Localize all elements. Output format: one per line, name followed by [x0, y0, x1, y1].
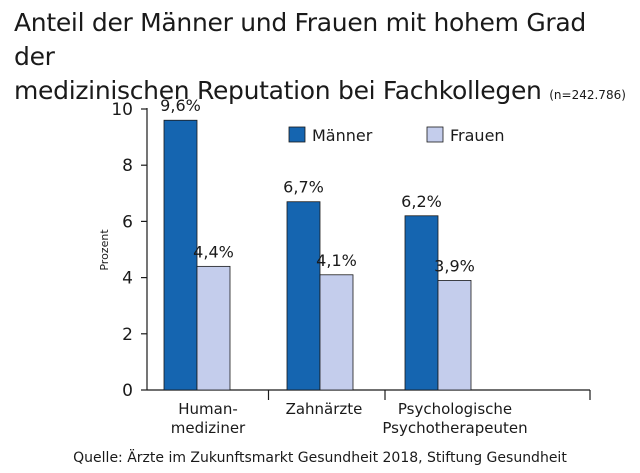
legend-label-frauen: Frauen [450, 126, 505, 145]
legend-swatch-maenner [288, 126, 306, 143]
bar-maenner [163, 119, 198, 391]
bar-frauen [437, 280, 472, 391]
data-label: 4,1% [316, 251, 357, 270]
bar-frauen [319, 274, 354, 391]
x-category-label: Zahnärzte [286, 400, 363, 418]
y-tick-label: 8 [122, 156, 133, 176]
y-tick-label: 10 [111, 100, 133, 120]
data-label: 6,7% [283, 178, 324, 197]
data-label: 3,9% [434, 256, 475, 275]
data-label: 6,2% [401, 192, 442, 211]
bar-frauen [196, 265, 231, 391]
y-tick-label: 6 [122, 212, 133, 232]
x-category-label: Psychotherapeuten [382, 419, 527, 437]
chart-title-line2-text: medizinischen Reputation bei Fachkollege… [14, 76, 542, 105]
data-label: 9,6% [160, 96, 201, 115]
data-label: 4,4% [193, 242, 234, 261]
bar-maenner [286, 201, 321, 391]
y-axis-label: Prozent [98, 229, 111, 271]
chart-title-line2: medizinischen Reputation bei Fachkollege… [14, 74, 634, 112]
legend-label-maenner: Männer [312, 126, 373, 145]
source-note: Quelle: Ärzte im Zukunftsmarkt Gesundhei… [73, 450, 567, 466]
y-tick-label: 2 [122, 325, 133, 345]
chart-title-line1: Anteil der Männer und Frauen mit hohem G… [14, 8, 586, 71]
y-tick-label: 4 [122, 269, 133, 289]
x-category-label: Psychologische [398, 400, 512, 418]
x-category-label: mediziner [171, 419, 246, 437]
bar-maenner [404, 215, 439, 391]
y-tick-label: 0 [122, 381, 133, 401]
chart-title: Anteil der Männer und Frauen mit hohem G… [14, 6, 634, 112]
legend-swatch-frauen [426, 126, 444, 143]
x-category-label: Human- [178, 400, 238, 418]
sample-size-note: (n=242.786) [549, 88, 626, 102]
